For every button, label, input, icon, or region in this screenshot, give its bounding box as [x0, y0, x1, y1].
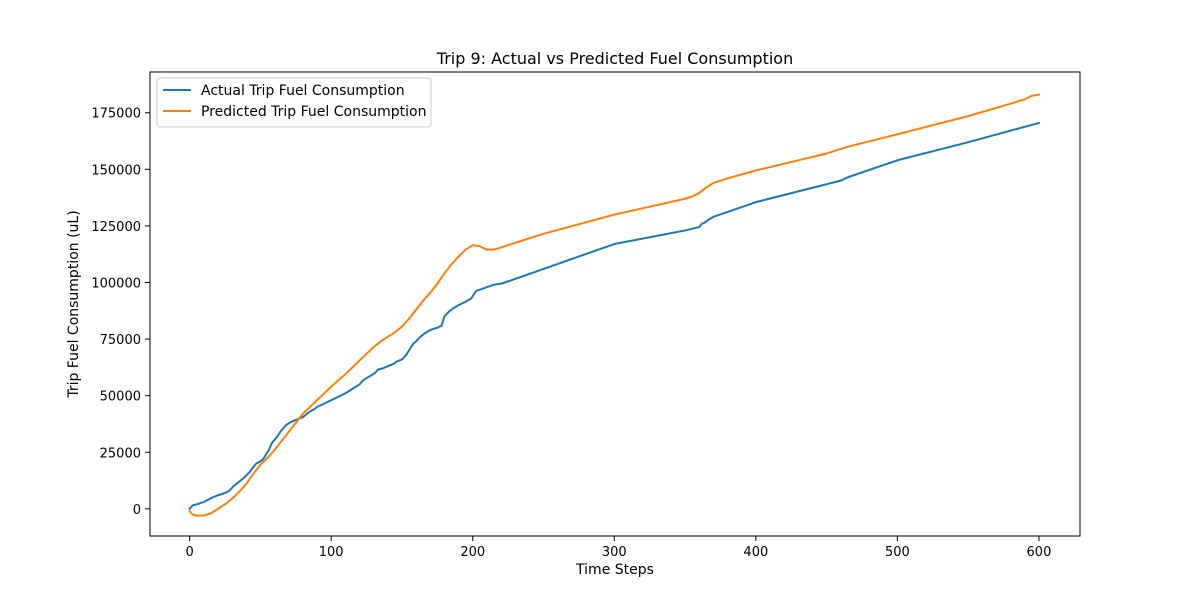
y-tick-label: 25000 — [100, 446, 141, 461]
legend-label-predicted: Predicted Trip Fuel Consumption — [201, 104, 426, 120]
x-tick-label: 200 — [460, 545, 485, 560]
y-tick-label: 50000 — [100, 390, 141, 405]
x-tick-label: 400 — [743, 545, 768, 560]
x-tick-label: 0 — [185, 545, 193, 560]
y-tick-label: 100000 — [91, 276, 141, 291]
x-axis-label: Time Steps — [575, 562, 654, 578]
legend-box — [156, 77, 432, 128]
chart-title: Trip 9: Actual vs Predicted Fuel Consump… — [436, 49, 793, 68]
y-tick-label: 0 — [133, 503, 141, 518]
legend-label-actual: Actual Trip Fuel Consumption — [201, 83, 405, 99]
series-layer — [188, 93, 1040, 517]
y-tick-label: 150000 — [91, 163, 141, 178]
plot-frame — [149, 71, 1081, 537]
series-line-actual — [188, 121, 1040, 510]
y-tick-label: 75000 — [100, 333, 141, 348]
y-axis-label: Trip Fuel Consumption (uL) — [66, 210, 82, 398]
x-tick-label: 500 — [885, 545, 910, 560]
y-tick-label: 125000 — [91, 220, 141, 235]
x-axis-ticks: 0 100 200 300 400 500 600 — [185, 536, 1051, 560]
x-tick-label: 300 — [602, 545, 627, 560]
series-line-predicted — [188, 93, 1040, 517]
x-tick-label: 600 — [1027, 545, 1052, 560]
y-axis-ticks: 0 25000 50000 75000 100000 125000 150000 175000 — [91, 107, 150, 518]
legend: Actual Trip Fuel Consumption Predicted T… — [156, 77, 432, 128]
y-tick-label: 175000 — [91, 107, 141, 122]
x-tick-label: 100 — [319, 545, 344, 560]
